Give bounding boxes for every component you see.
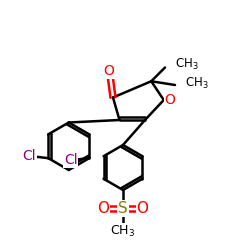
- Text: CH$_3$: CH$_3$: [185, 76, 209, 91]
- Text: O: O: [98, 201, 110, 216]
- Text: O: O: [136, 201, 148, 216]
- Text: Cl: Cl: [64, 153, 78, 167]
- Text: CH$_3$: CH$_3$: [110, 224, 136, 239]
- Text: O: O: [164, 93, 175, 107]
- Text: O: O: [103, 64, 114, 78]
- Text: Cl: Cl: [22, 149, 36, 163]
- Text: CH$_3$: CH$_3$: [174, 57, 198, 72]
- Text: S: S: [118, 201, 128, 216]
